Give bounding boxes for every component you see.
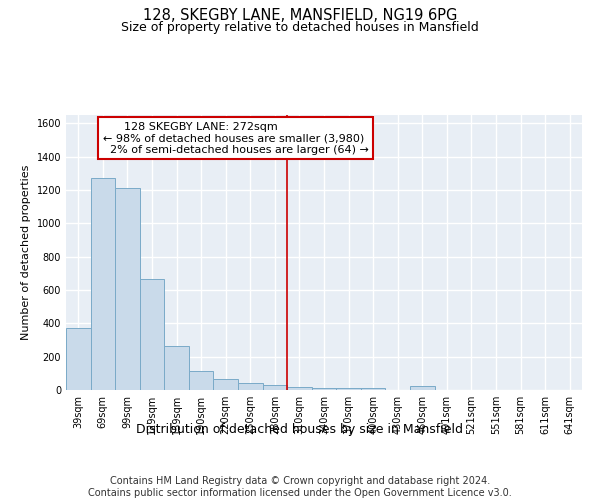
Bar <box>91 178 115 390</box>
Text: 128, SKEGBY LANE, MANSFIELD, NG19 6PG: 128, SKEGBY LANE, MANSFIELD, NG19 6PG <box>143 8 457 22</box>
Y-axis label: Number of detached properties: Number of detached properties <box>21 165 31 340</box>
Bar <box>287 386 312 390</box>
Bar <box>164 346 189 390</box>
Text: Size of property relative to detached houses in Mansfield: Size of property relative to detached ho… <box>121 21 479 34</box>
Bar <box>66 328 91 390</box>
Bar <box>336 388 361 390</box>
Bar <box>361 388 385 390</box>
Bar <box>140 279 164 390</box>
Bar <box>189 371 214 390</box>
Bar <box>312 388 336 390</box>
Text: 128 SKEGBY LANE: 272sqm
← 98% of detached houses are smaller (3,980)
  2% of sem: 128 SKEGBY LANE: 272sqm ← 98% of detache… <box>103 122 369 155</box>
Bar <box>115 188 140 390</box>
Bar <box>238 384 263 390</box>
Text: Distribution of detached houses by size in Mansfield: Distribution of detached houses by size … <box>137 422 464 436</box>
Bar <box>410 386 434 390</box>
Bar <box>263 386 287 390</box>
Bar <box>214 379 238 390</box>
Text: Contains HM Land Registry data © Crown copyright and database right 2024.
Contai: Contains HM Land Registry data © Crown c… <box>88 476 512 498</box>
